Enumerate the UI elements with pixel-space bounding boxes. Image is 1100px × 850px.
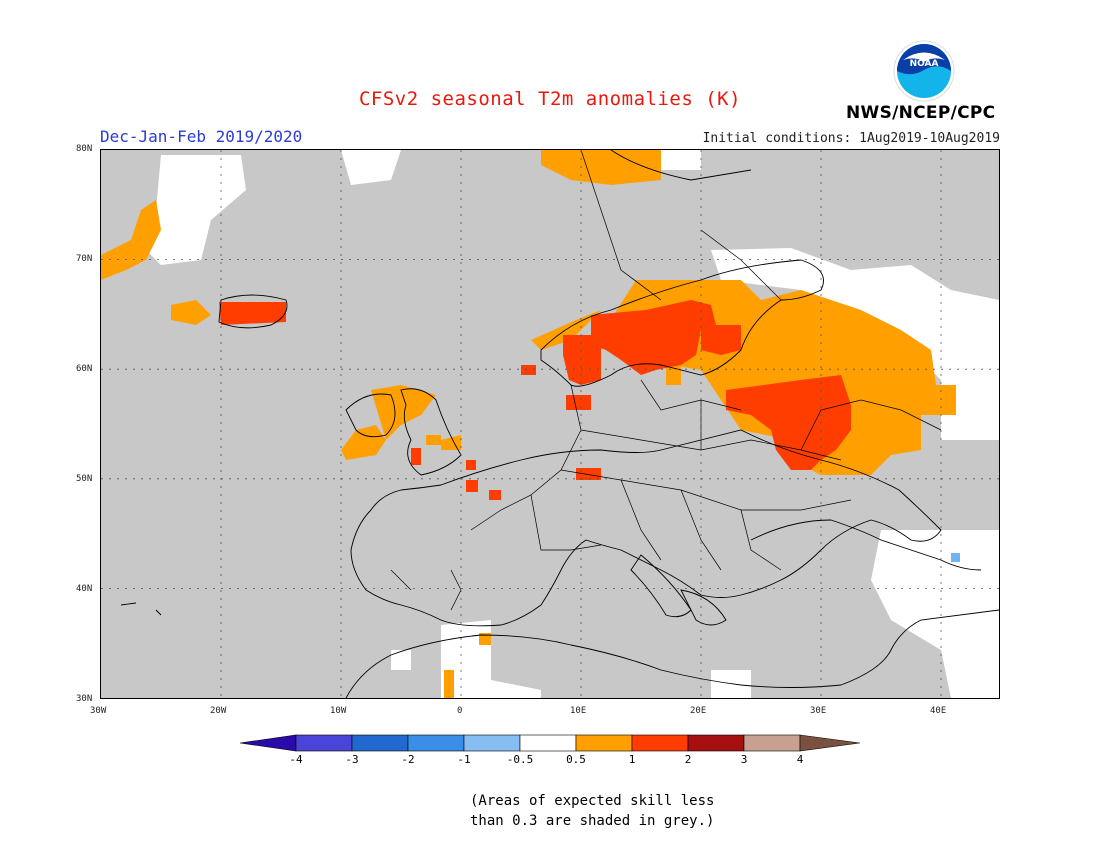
cool-pixel (951, 553, 960, 562)
borders (390, 150, 942, 611)
colorbar-segment (743, 734, 801, 752)
colorbar (240, 734, 860, 752)
lon-tick-label: 30E (810, 706, 827, 716)
logo-text: NOAA (910, 59, 939, 69)
noaa-logo-icon: NOAA (893, 40, 955, 102)
colorbar-label: -4 (289, 753, 303, 766)
colorbar-label: 2 (684, 753, 692, 766)
colorbar-segment (519, 734, 577, 752)
lon-tick-label: 0 (457, 706, 463, 716)
colorbar-segment (631, 734, 689, 752)
colorbar-label: 0.5 (566, 753, 586, 766)
chart-title: CFSv2 seasonal T2m anomalies (K) (358, 88, 742, 110)
lat-tick-label: 80N (76, 144, 93, 154)
agency-label: NWS/NCEP/CPC (846, 103, 996, 123)
colorbar-label: -0.5 (506, 753, 534, 766)
lon-tick-label: 30W (90, 706, 107, 716)
colorbar-segment (295, 734, 353, 752)
coastlines (120, 150, 999, 698)
lat-tick-label: 40N (76, 584, 93, 594)
lon-tick-label: 10W (330, 706, 347, 716)
lat-tick-label: 50N (76, 474, 93, 484)
grid (101, 150, 999, 698)
colorbar-segment (687, 734, 745, 752)
colorbar-arrow-low (240, 734, 297, 752)
warm-1-2-regions (219, 300, 851, 500)
colorbar-label: -1 (457, 753, 471, 766)
initial-conditions-label: Initial conditions: 1Aug2019-10Aug2019 (702, 131, 1000, 146)
anomaly-map (100, 149, 1000, 699)
colorbar-segment (575, 734, 633, 752)
footnote: (Areas of expected skill less than 0.3 a… (470, 791, 714, 831)
lon-tick-label: 20W (210, 706, 227, 716)
period-label: Dec-Jan-Feb 2019/2020 (100, 127, 303, 146)
lat-tick-label: 60N (76, 364, 93, 374)
footnote-line-2: than 0.3 are shaded in grey.) (470, 813, 715, 829)
lon-tick-label: 10E (570, 706, 587, 716)
lon-tick-label: 40E (930, 706, 947, 716)
colorbar-label: 3 (740, 753, 748, 766)
footnote-line-1: (Areas of expected skill less (470, 793, 715, 809)
colorbar-segment (407, 734, 465, 752)
colorbar-label: 1 (628, 753, 636, 766)
colorbar-label: 4 (796, 753, 804, 766)
map-svg (101, 150, 999, 698)
colorbar-label: -3 (345, 753, 359, 766)
lon-tick-label: 20E (690, 706, 707, 716)
lat-tick-label: 30N (76, 694, 93, 704)
colorbar-segment (351, 734, 409, 752)
lat-tick-label: 70N (76, 254, 93, 264)
colorbar-segment (463, 734, 521, 752)
colorbar-label: -2 (401, 753, 415, 766)
colorbar-arrow-high (799, 734, 860, 752)
